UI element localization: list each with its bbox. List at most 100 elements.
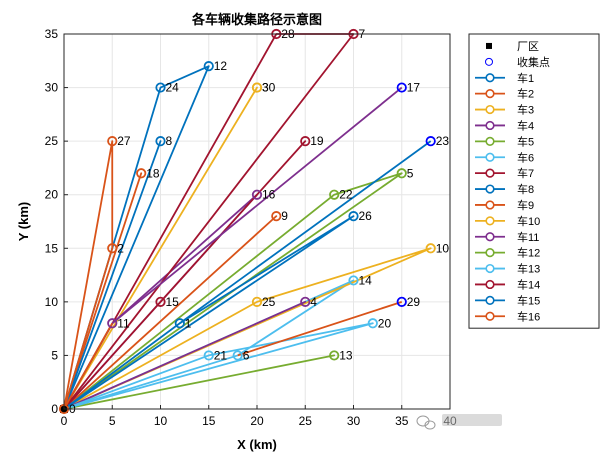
legend-label-车9: 车9 xyxy=(517,198,534,212)
point-label-17: 17 xyxy=(407,81,421,95)
x-tick-label: 5 xyxy=(109,414,116,428)
legend-label-车10: 车10 xyxy=(517,214,540,228)
point-label-6: 6 xyxy=(243,348,250,362)
y-tick-label: 20 xyxy=(45,188,59,202)
legend-depot-label: 厂区 xyxy=(517,41,539,53)
point-marker-25 xyxy=(251,296,263,307)
legend-marker-车12 xyxy=(485,248,495,258)
point-label-30: 30 xyxy=(262,81,276,95)
point-label-24: 24 xyxy=(166,81,180,95)
point-marker-9 xyxy=(271,211,282,222)
point-label-8: 8 xyxy=(166,134,173,148)
legend-label-车5: 车5 xyxy=(517,134,534,148)
point-labels: 1234567891011121314151617181920212223242… xyxy=(69,27,449,416)
legend-label-车12: 车12 xyxy=(517,246,540,260)
point-label-27: 27 xyxy=(117,134,131,148)
legend-label-车11: 车11 xyxy=(517,230,539,244)
legend-marker-车5 xyxy=(485,136,495,146)
legend-marker-车10 xyxy=(485,216,495,226)
point-marker-24 xyxy=(155,82,166,93)
legend-label-车1: 车1 xyxy=(517,71,534,85)
legend-label-车15: 车15 xyxy=(517,293,540,307)
point-marker-30 xyxy=(251,82,263,93)
legend-marker-车9 xyxy=(485,200,495,210)
legend-marker-车4 xyxy=(485,120,495,131)
point-marker-5 xyxy=(396,168,407,179)
point-marker-20 xyxy=(367,318,378,329)
route-车2 xyxy=(63,172,143,410)
legend-label-车13: 车13 xyxy=(517,262,540,276)
point-marker-12 xyxy=(203,61,214,72)
legend-marker-车16 xyxy=(485,311,495,321)
route-车9 xyxy=(63,215,278,410)
point-marker-11 xyxy=(107,318,118,329)
point-label-12: 12 xyxy=(214,59,228,73)
legend-marker-车1 xyxy=(485,73,495,83)
legend-label-车7: 车7 xyxy=(517,166,534,180)
y-tick-label: 5 xyxy=(51,348,58,362)
route-segment xyxy=(111,86,403,324)
point-marker-15 xyxy=(155,296,166,307)
legend-collection-marker xyxy=(485,57,493,66)
legend-label-车16: 车16 xyxy=(517,309,540,323)
point-label-25: 25 xyxy=(262,295,276,309)
point-marker-2 xyxy=(107,243,118,254)
point-label-22: 22 xyxy=(339,188,353,202)
point-label-15: 15 xyxy=(166,295,180,309)
route-车13 xyxy=(63,322,374,410)
legend-box xyxy=(468,33,600,329)
legend-marker-车6 xyxy=(485,152,495,162)
legend-label-车6: 车6 xyxy=(517,150,534,164)
point-marker-4 xyxy=(300,296,311,307)
point-label-10: 10 xyxy=(436,241,450,255)
point-label-21: 21 xyxy=(214,348,228,362)
x-tick-label: 0 xyxy=(61,414,68,428)
x-axis-label: X (km) xyxy=(237,437,277,452)
watermark-text-blur xyxy=(442,414,502,426)
point-marker-21 xyxy=(203,350,214,361)
watermark xyxy=(416,414,502,430)
x-tick-label: 10 xyxy=(154,414,168,428)
legend-marker-车11 xyxy=(485,232,495,242)
x-tick-label: 35 xyxy=(395,414,409,428)
point-marker-16 xyxy=(251,189,263,200)
y-axis-label: Y (km) xyxy=(16,202,31,242)
y-tick-label: 0 xyxy=(51,402,58,416)
point-marker-27 xyxy=(107,136,118,147)
point-label-20: 20 xyxy=(378,316,392,330)
point-label-2: 2 xyxy=(117,241,124,255)
point-label-19: 19 xyxy=(310,134,324,148)
route-车8 xyxy=(63,140,162,410)
route-segment xyxy=(63,322,114,410)
route-segment xyxy=(179,140,432,325)
point-marker-18 xyxy=(136,168,147,179)
point-marker-1 xyxy=(174,318,185,329)
point-marker-10 xyxy=(425,243,436,254)
route-segment xyxy=(237,301,403,357)
point-marker-22 xyxy=(329,189,340,200)
point-label-18: 18 xyxy=(146,166,160,180)
point-label-11: 11 xyxy=(117,316,130,330)
point-label-3: 3 xyxy=(262,81,269,95)
legend-marker-车7 xyxy=(485,168,495,178)
route-车16 xyxy=(63,140,114,410)
wechat-icon-bubble xyxy=(424,420,436,430)
point-marker-26 xyxy=(348,211,359,222)
legend-marker-车14 xyxy=(485,279,495,290)
legend-marker-车2 xyxy=(485,89,495,99)
y-tick-label: 30 xyxy=(45,81,59,95)
route-车3 xyxy=(63,86,258,410)
point-label-5: 5 xyxy=(407,166,414,180)
route-车14 xyxy=(63,140,307,410)
legend-marker-车3 xyxy=(485,104,495,115)
point-label-13: 13 xyxy=(339,348,353,362)
point-marker-6 xyxy=(232,350,243,361)
legend-label-车2: 车2 xyxy=(517,87,534,101)
axis-ticks: 051015202530354005101520253035 xyxy=(45,27,457,428)
legend-label-车8: 车8 xyxy=(517,182,534,196)
route-车10 xyxy=(63,247,432,410)
point-label-23: 23 xyxy=(436,134,450,148)
y-tick-label: 35 xyxy=(45,27,59,41)
